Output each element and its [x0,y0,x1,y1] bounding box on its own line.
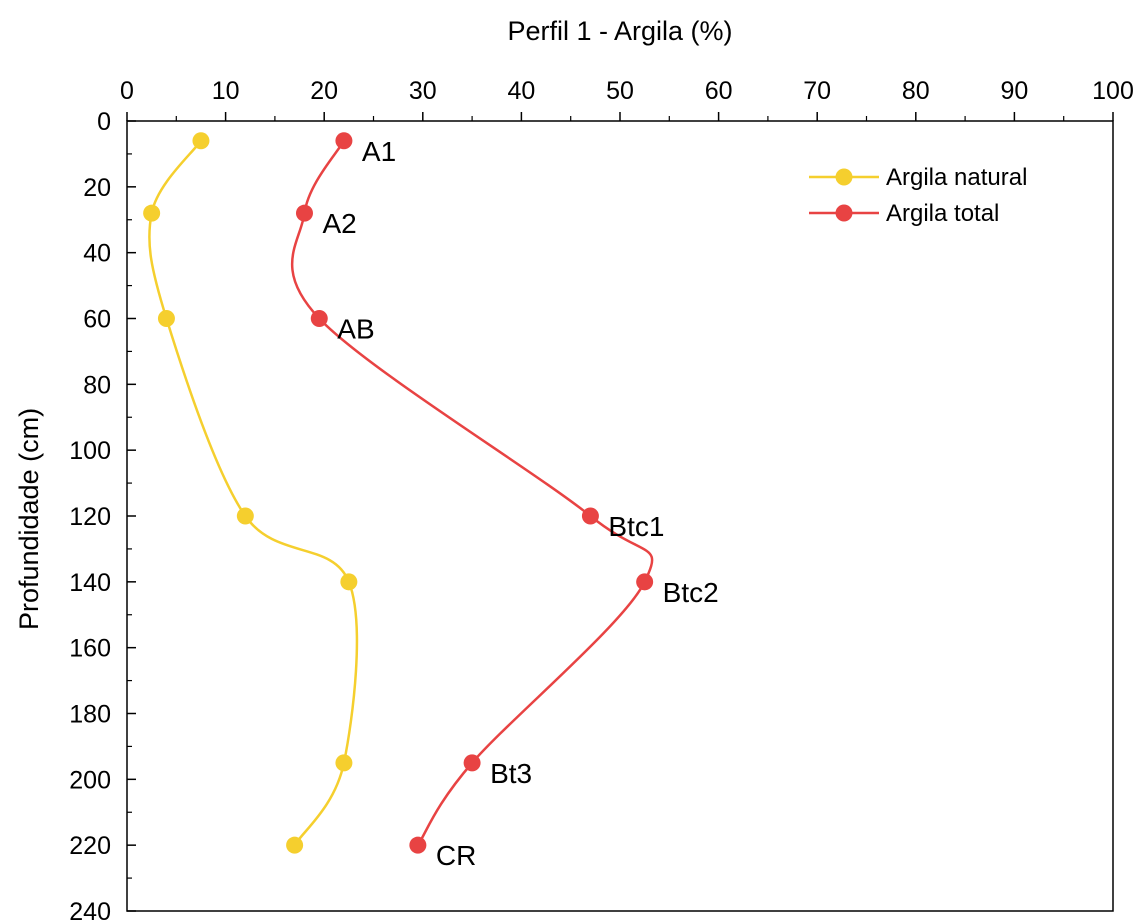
data-point [295,204,313,222]
x-tick-label: 10 [212,77,240,105]
legend-label: Argila total [886,200,999,227]
x-tick-label: 60 [705,77,733,105]
data-point [335,754,353,772]
y-tick-label: 140 [69,569,111,597]
data-point [143,204,161,222]
y-tick-label: 40 [83,240,111,268]
legend-marker [835,168,853,186]
x-tick-label: 30 [409,77,437,105]
x-axis: 0 10 20 30 40 50 60 70 80 90 100 [120,77,1134,121]
horizon-label: Btc2 [663,577,719,608]
y-axis-title: Profundidade (cm) [14,408,44,630]
horizon-label: A1 [362,136,396,167]
y-tick-label: 20 [83,174,111,202]
data-point [463,754,481,772]
x-tick-label: 0 [120,77,134,105]
x-tick-label: 100 [1092,77,1134,105]
series-line [148,140,359,846]
y-tick-label: 240 [69,898,111,920]
series-argila-total: A1 A2 AB Btc1 Btc2 Bt3 CR [290,132,719,871]
y-axis: 0 20 40 60 80 100 120 140 160 180 200 220 240 [69,108,136,920]
horizon-label: AB [337,314,374,345]
data-point [236,507,254,525]
series-argila-natural [143,132,359,854]
data-point [310,310,328,327]
horizon-label: Bt3 [490,758,532,789]
x-tick-label: 90 [1000,77,1028,105]
x-tick-label: 50 [606,77,634,105]
y-tick-label: 180 [69,701,111,729]
data-point [192,132,210,150]
horizon-label: A2 [322,208,356,239]
data-point [581,507,599,525]
x-tick-label: 40 [507,77,535,105]
horizon-label: CR [436,840,476,871]
y-tick-label: 0 [97,108,111,136]
data-point [340,573,358,591]
y-tick-label: 160 [69,635,111,663]
x-tick-label: 70 [803,77,831,105]
y-tick-label: 80 [83,371,111,399]
series-line [290,140,654,846]
y-tick-label: 100 [69,437,111,465]
data-point [335,132,353,150]
series-layer: A1 A2 AB Btc1 Btc2 Bt3 CR [143,132,719,871]
data-point [157,310,175,327]
x-tick-label: 80 [902,77,930,105]
legend: Argila natural Argila total [809,164,1027,227]
data-point [636,573,654,591]
data-point [286,836,304,854]
horizon-label: Btc1 [608,511,664,542]
legend-label: Argila natural [886,164,1027,191]
legend-marker [835,204,853,222]
y-tick-label: 120 [69,503,111,531]
x-tick-label: 20 [310,77,338,105]
data-point [409,836,427,854]
x-axis-title: Perfil 1 - Argila (%) [507,16,732,46]
y-tick-label: 220 [69,832,111,860]
y-tick-label: 200 [69,766,111,794]
y-tick-label: 60 [83,306,111,334]
